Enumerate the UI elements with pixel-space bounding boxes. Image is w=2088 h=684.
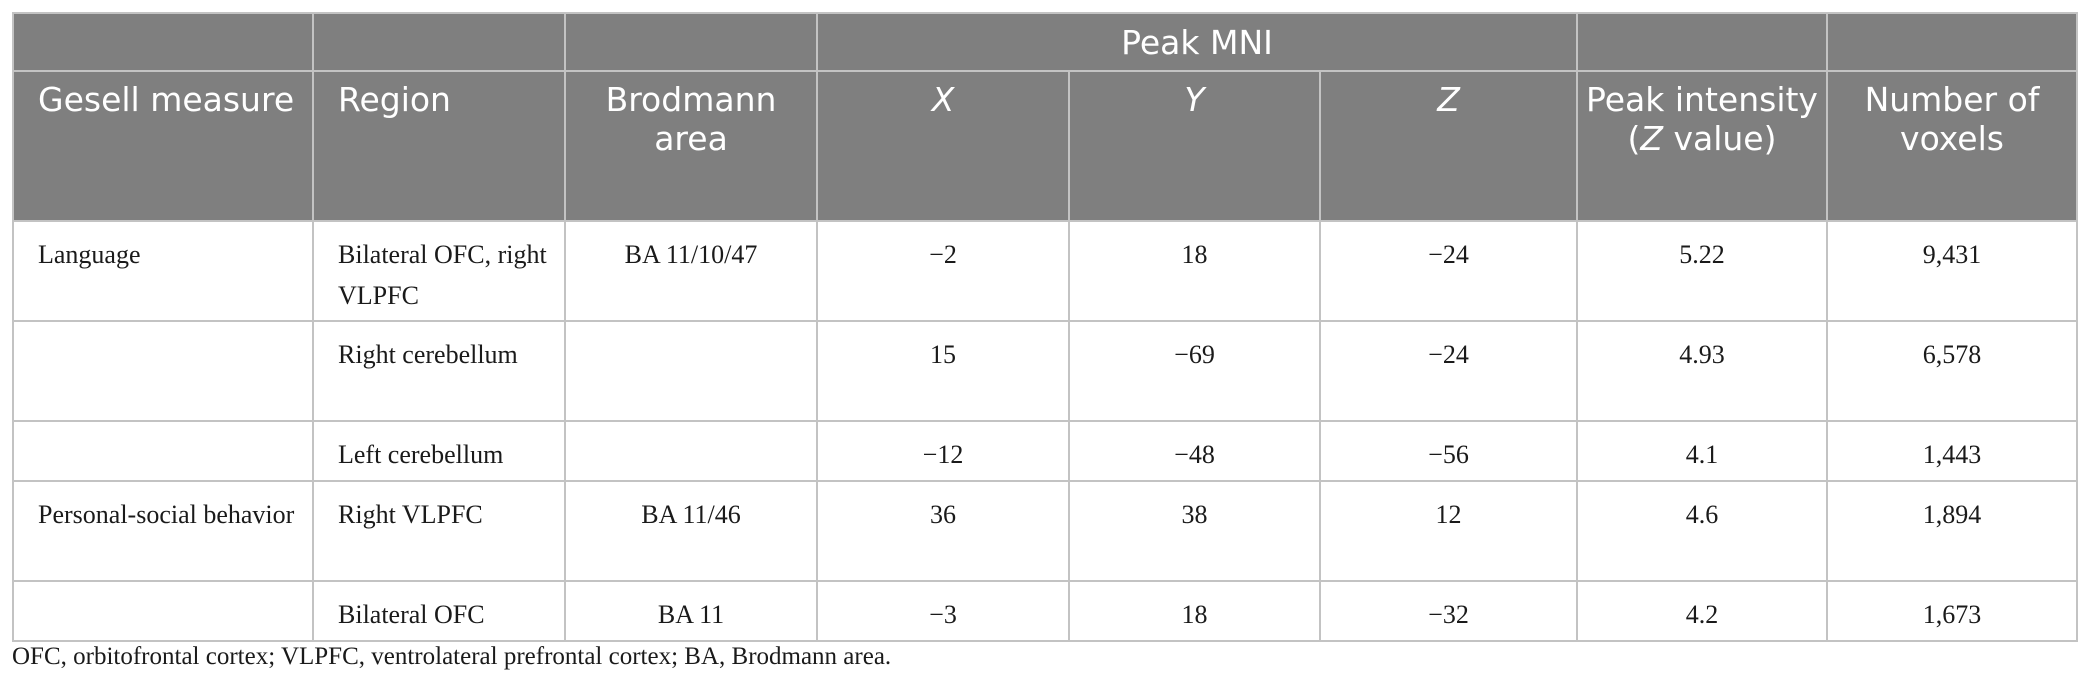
table-body: Language Bilateral OFC, right VLPFC BA 1… <box>12 220 2078 642</box>
z-cell: −24 <box>1319 220 1578 322</box>
y-cell: 38 <box>1068 480 1321 582</box>
measure-cell <box>12 580 314 642</box>
header-empty-cell <box>312 12 566 72</box>
brodmann-area-header: Brodmann area <box>564 70 818 222</box>
z-cell: −32 <box>1319 580 1578 642</box>
region-cell: Right VLPFC <box>312 480 566 582</box>
peak-mni-header: Peak MNI <box>816 12 1578 72</box>
ba-cell: BA 11/46 <box>564 480 818 582</box>
region-cell: Left cerebellum <box>312 420 566 482</box>
table-header: Peak MNI Gesell measure Region Brodmann … <box>12 12 2078 222</box>
peak-intensity-label: Peak intensity ( <box>1586 80 1818 158</box>
ba-cell: BA 11/10/47 <box>564 220 818 322</box>
table-row: Right cerebellum 15 −69 −24 4.93 6,578 <box>12 320 2078 422</box>
voxels-cell: 1,894 <box>1826 480 2078 582</box>
results-table-container: Peak MNI Gesell measure Region Brodmann … <box>12 12 2078 642</box>
voxels-cell: 9,431 <box>1826 220 2078 322</box>
ba-cell <box>564 320 818 422</box>
region-header: Region <box>312 70 566 222</box>
x-cell: −12 <box>816 420 1070 482</box>
z-header: Z <box>1319 70 1578 222</box>
x-cell: 36 <box>816 480 1070 582</box>
y-cell: 18 <box>1068 220 1321 322</box>
peak-intensity-z: Z <box>1640 119 1663 158</box>
peak-cell: 4.1 <box>1576 420 1828 482</box>
voxels-cell: 6,578 <box>1826 320 2078 422</box>
region-cell: Bilateral OFC, right VLPFC <box>312 220 566 322</box>
peak-intensity-suffix: value) <box>1662 119 1777 158</box>
y-cell: −69 <box>1068 320 1321 422</box>
header-empty-cell <box>564 12 818 72</box>
z-cell: −56 <box>1319 420 1578 482</box>
region-cell: Right cerebellum <box>312 320 566 422</box>
measure-cell: Language <box>12 220 314 322</box>
ba-cell: BA 11 <box>564 580 818 642</box>
voxels-cell: 1,673 <box>1826 580 2078 642</box>
x-header: X <box>816 70 1070 222</box>
measure-cell <box>12 320 314 422</box>
number-of-voxels-header: Number of voxels <box>1826 70 2078 222</box>
peak-intensity-header: Peak intensity (Z value) <box>1576 70 1828 222</box>
y-cell: 18 <box>1068 580 1321 642</box>
voxels-cell: 1,443 <box>1826 420 2078 482</box>
gesell-measure-header: Gesell measure <box>12 70 314 222</box>
measure-cell: Personal-social behavior <box>12 480 314 582</box>
x-cell: 15 <box>816 320 1070 422</box>
region-cell: Bilateral OFC <box>312 580 566 642</box>
table-row: Personal-social behavior Right VLPFC BA … <box>12 480 2078 582</box>
z-cell: −24 <box>1319 320 1578 422</box>
ba-cell <box>564 420 818 482</box>
results-table: Peak MNI Gesell measure Region Brodmann … <box>12 12 2078 642</box>
peak-cell: 4.2 <box>1576 580 1828 642</box>
z-cell: 12 <box>1319 480 1578 582</box>
header-row-group: Peak MNI <box>12 12 2078 72</box>
header-empty-cell <box>1826 12 2078 72</box>
peak-cell: 5.22 <box>1576 220 1828 322</box>
y-cell: −48 <box>1068 420 1321 482</box>
peak-cell: 4.93 <box>1576 320 1828 422</box>
peak-cell: 4.6 <box>1576 480 1828 582</box>
table-footnote: OFC, orbitofrontal cortex; VLPFC, ventro… <box>12 643 892 670</box>
table-row: Left cerebellum −12 −48 −56 4.1 1,443 <box>12 420 2078 482</box>
measure-cell <box>12 420 314 482</box>
table-row: Bilateral OFC BA 11 −3 18 −32 4.2 1,673 <box>12 580 2078 642</box>
table-row: Language Bilateral OFC, right VLPFC BA 1… <box>12 220 2078 322</box>
y-header: Y <box>1068 70 1321 222</box>
header-row-columns: Gesell measure Region Brodmann area X Y … <box>12 70 2078 222</box>
x-cell: −3 <box>816 580 1070 642</box>
header-empty-cell <box>12 12 314 72</box>
x-cell: −2 <box>816 220 1070 322</box>
header-empty-cell <box>1576 12 1828 72</box>
